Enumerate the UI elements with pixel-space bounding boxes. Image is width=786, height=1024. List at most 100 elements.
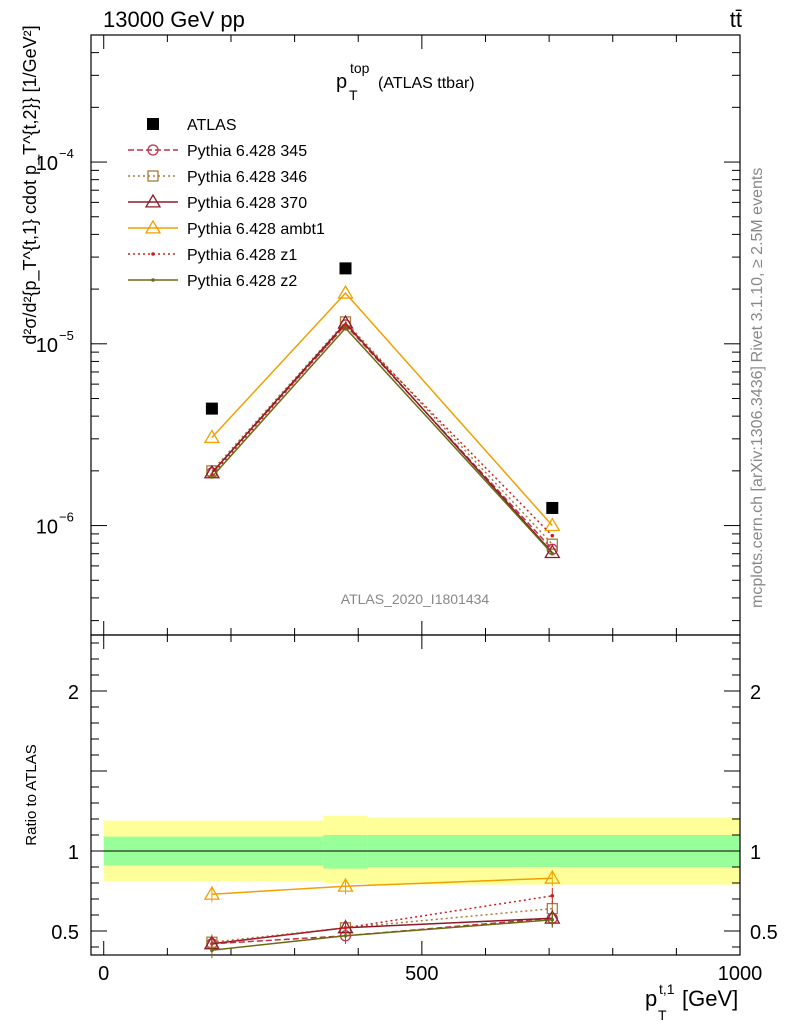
legend-marker xyxy=(144,193,162,208)
data-point-2 xyxy=(544,517,561,532)
main-title: p top T (ATLAS ttbar) xyxy=(336,60,475,103)
legend-label: Pythia 6.428 ambt1 xyxy=(187,221,325,238)
ratio-point-2 xyxy=(544,869,561,884)
data-point-2 xyxy=(546,538,558,550)
y-tick-base: 10 xyxy=(36,153,58,175)
y-tick-exp: −6 xyxy=(59,510,74,525)
main-y-ticks xyxy=(91,34,740,622)
legend-label: Pythia 6.428 z1 xyxy=(187,247,297,264)
legend-marker xyxy=(151,278,155,282)
rivet-label: Rivet 3.1.10, ≥ 2.5M events xyxy=(749,168,766,363)
main-title-main: p xyxy=(336,71,347,93)
legend-label: Pythia 6.428 370 xyxy=(187,195,307,212)
xlabel-unit: [GeV] xyxy=(682,986,738,1011)
main-title-sup: top xyxy=(350,60,370,76)
series-pythia-6-428-345 xyxy=(206,319,558,555)
ratio-ylabel: Ratio to ATLAS xyxy=(23,744,40,845)
series-line xyxy=(211,292,553,527)
y-tick-base: 10 xyxy=(36,517,58,539)
ratio-y-tick-label-right-0: 0.5 xyxy=(750,922,778,944)
ratio-point-2 xyxy=(550,894,555,898)
legend-item-pythia-6-428-z2: Pythia 6.428 z2 xyxy=(128,273,297,290)
series-pythia-6-428-z2 xyxy=(210,326,555,556)
main-y-tick-label-2: 10 −4 xyxy=(36,146,74,175)
legend-marker xyxy=(147,170,159,182)
data-point-0 xyxy=(210,475,214,479)
ratio-bands xyxy=(103,815,740,885)
main-ylabel: d²σ/d²{p_T^{t,1} cdot p_T^{t,2}} [1/GeV²… xyxy=(20,25,41,344)
energy-label: 13000 GeV pp xyxy=(103,7,245,32)
legend-marker xyxy=(151,252,155,256)
ratio-series-pythia-6-428-ambt1 xyxy=(203,869,561,903)
main-title-suffix: (ATLAS ttbar) xyxy=(378,75,475,92)
band-inner-1 xyxy=(323,835,368,869)
ratio-point-0 xyxy=(203,885,221,900)
x-tick-label-2: 1000 xyxy=(718,963,763,985)
data-point-1 xyxy=(337,284,354,299)
data-point-2 xyxy=(550,551,555,556)
main-y-tick-label-1: 10 −5 xyxy=(36,328,74,357)
x-axis-label: p T t,1 [GeV] xyxy=(645,981,738,1023)
ratio-point-1 xyxy=(343,934,348,938)
ratio-y-tick-label-right-2: 2 xyxy=(750,682,761,704)
legend-item-pythia-6-428-ambt1: Pythia 6.428 ambt1 xyxy=(128,219,325,238)
data-point-2 xyxy=(550,533,555,538)
y-tick-exp: −5 xyxy=(59,328,74,343)
legend-label: ATLAS xyxy=(187,117,237,134)
ratio-frame xyxy=(90,634,741,956)
series-line xyxy=(211,320,553,545)
data-point-1 xyxy=(339,262,352,275)
xlabel-sup: t,1 xyxy=(659,981,675,997)
legend-label: Pythia 6.428 346 xyxy=(187,169,307,186)
series-pythia-6-428-370 xyxy=(203,314,561,559)
ratio-point-1 xyxy=(337,877,354,892)
data-point-0 xyxy=(205,402,218,415)
mcplots-label: mcplots.cern.ch [arXiv:1306.3436] xyxy=(749,366,766,608)
xlabel-sub: T xyxy=(658,1007,667,1023)
ratio-point-2 xyxy=(550,918,555,922)
ratio-y-tick-label-2: 2 xyxy=(68,682,79,704)
xlabel-main: p xyxy=(645,986,657,1011)
ratio-y-tick-label-0: 0.5 xyxy=(51,922,79,944)
data-point-2 xyxy=(544,544,561,559)
series-atlas xyxy=(205,262,559,514)
legend-item-pythia-6-428-370: Pythia 6.428 370 xyxy=(128,193,307,212)
x-tick-label-1: 500 xyxy=(405,963,438,985)
data-point-1 xyxy=(343,323,348,327)
data-point-2 xyxy=(546,501,559,514)
series-line xyxy=(211,326,553,555)
process-label: tt̄ xyxy=(730,7,742,32)
legend-marker xyxy=(147,118,159,130)
legend-label: Pythia 6.428 z2 xyxy=(187,273,297,290)
series-pythia-6-428-ambt1 xyxy=(203,284,561,532)
legend-label: Pythia 6.428 345 xyxy=(187,143,307,160)
watermark: ATLAS_2020_I1801434 xyxy=(341,591,490,607)
data-point-0 xyxy=(203,429,221,444)
x-axis-ticks xyxy=(103,35,741,955)
legend-item-atlas: ATLAS xyxy=(147,117,237,134)
legend-item-pythia-6-428-345: Pythia 6.428 345 xyxy=(128,143,307,160)
series-line xyxy=(211,323,553,537)
series-pythia-6-428-346 xyxy=(206,316,558,550)
main-y-tick-label-0: 10 −6 xyxy=(36,510,74,539)
ratio-y-ticks xyxy=(91,642,740,948)
legend-item-pythia-6-428-346: Pythia 6.428 346 xyxy=(128,169,307,186)
series-line xyxy=(211,323,553,550)
legend-item-pythia-6-428-z1: Pythia 6.428 z1 xyxy=(128,247,297,264)
series-pythia-6-428-z1 xyxy=(210,323,555,538)
y-tick-base: 10 xyxy=(36,335,58,357)
ratio-y-tick-label-1: 1 xyxy=(68,842,79,864)
ratio-point-0 xyxy=(210,948,214,952)
ratio-series-pythia-6-428-z2 xyxy=(210,911,555,959)
main-title-sub: T xyxy=(349,87,358,103)
data-point-1 xyxy=(343,326,348,330)
x-tick-label-0: 0 xyxy=(98,963,109,985)
legend: ATLAS Pythia 6.428 345 Pythia 6.428 346 Pyt… xyxy=(128,117,325,290)
y-tick-exp: −4 xyxy=(59,146,74,161)
series-line xyxy=(211,321,553,554)
legend-marker xyxy=(147,144,159,156)
ratio-series-line xyxy=(211,917,553,945)
ratio-y-tick-label-right-1: 1 xyxy=(750,842,761,864)
legend-marker xyxy=(144,219,162,234)
